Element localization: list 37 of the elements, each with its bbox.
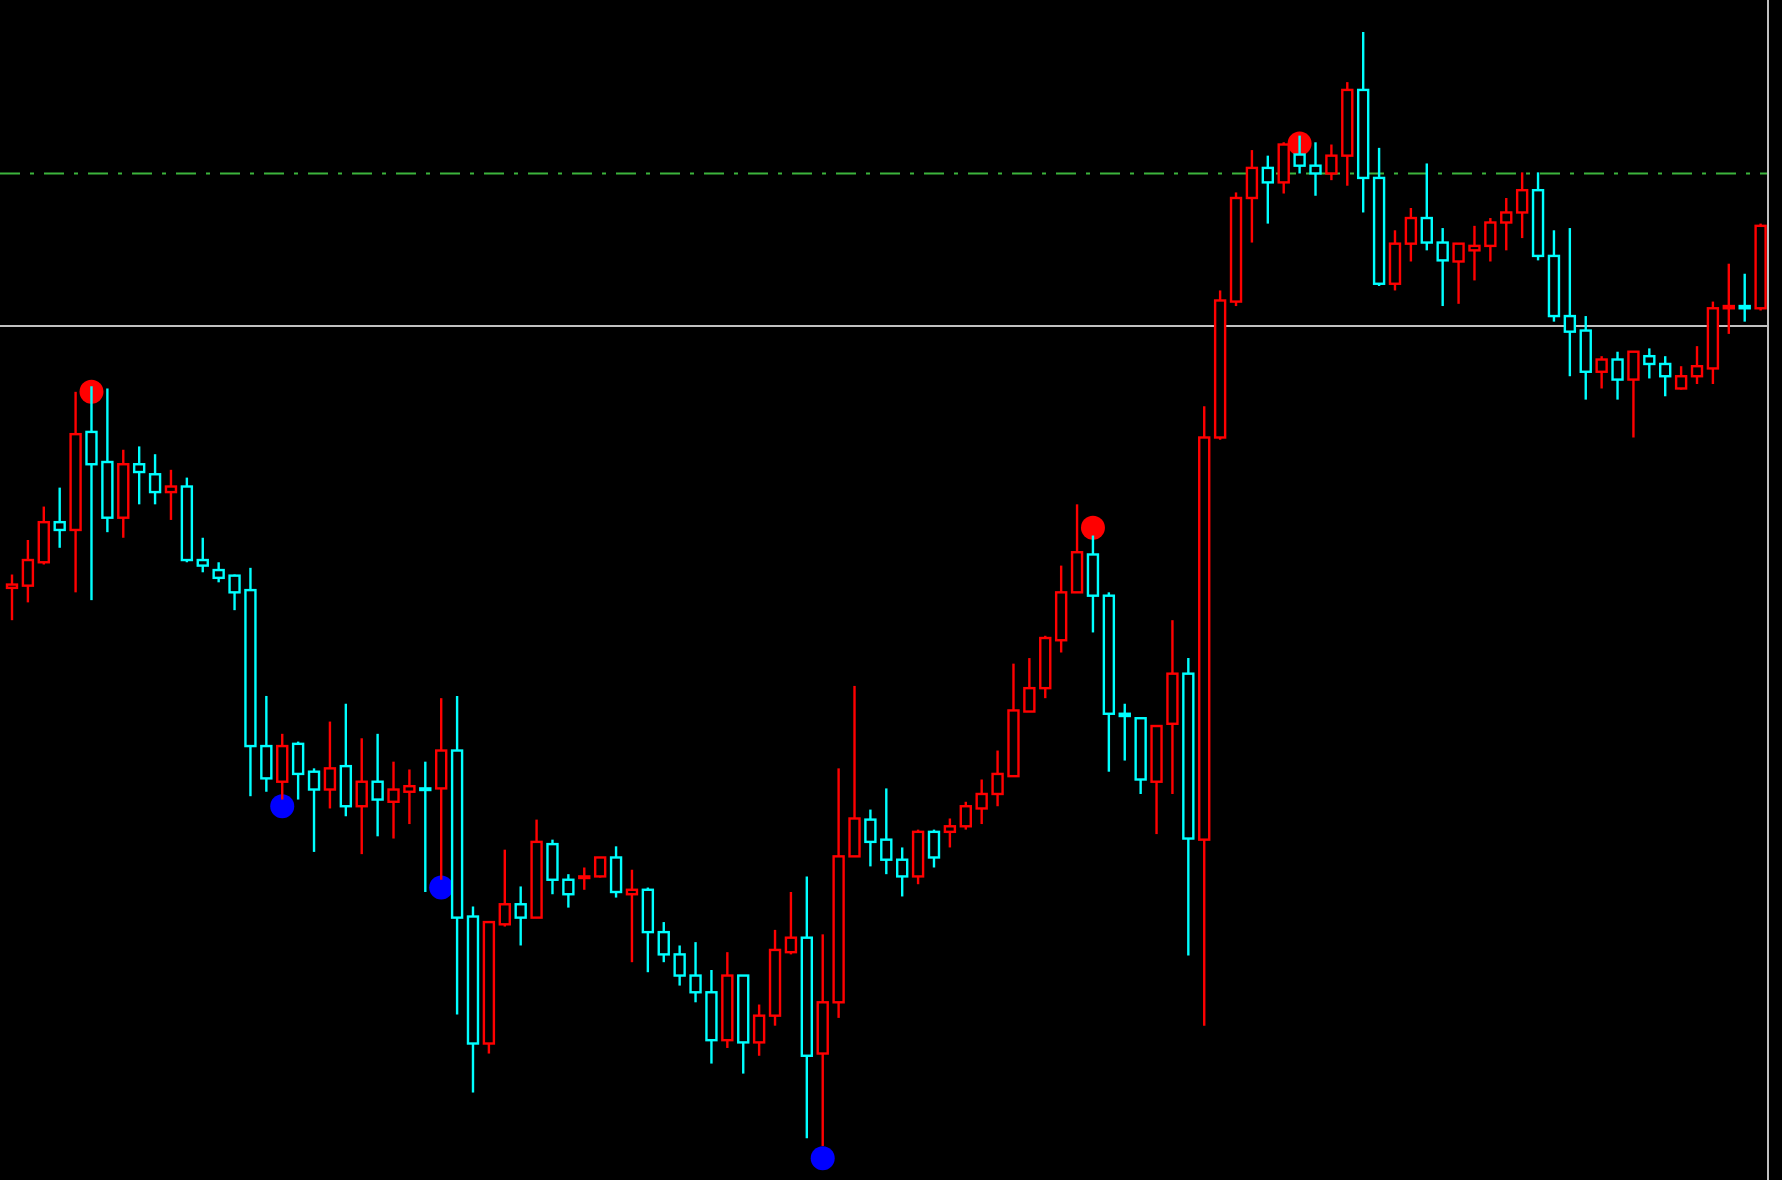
candlestick [1086,534,1100,634]
candlestick [339,702,353,818]
candlestick [132,445,146,506]
candlestick [927,828,941,869]
candlestick [752,1003,766,1057]
candlestick [1563,226,1577,378]
candlestick [1245,148,1259,244]
candlestick [593,856,607,879]
candlestick [196,536,209,574]
candlestick [21,538,35,604]
point [270,794,295,819]
candlestick [307,767,321,854]
candlestick [1690,344,1704,386]
candlestick [578,866,591,891]
candlestick [1515,171,1529,240]
candlestick [911,828,925,886]
point [429,875,454,900]
candlestick [291,740,305,801]
candlestick [323,720,337,810]
candlestick [5,573,19,622]
point [1080,515,1105,540]
candlestick [1261,154,1275,225]
point [810,1146,835,1171]
candlestick [1388,229,1402,292]
candlestick [784,890,798,956]
candlestick [148,453,162,506]
candlestick [1118,702,1131,762]
candlestick [609,845,623,899]
candlestick [1404,206,1418,263]
candlestick [1722,262,1736,336]
candlestick [1674,365,1688,391]
candlestick [943,817,957,849]
candlestick [625,868,639,964]
candlestick [164,468,178,522]
candlestick [896,846,909,898]
candlestick [1054,564,1068,654]
candlestick [641,886,655,974]
